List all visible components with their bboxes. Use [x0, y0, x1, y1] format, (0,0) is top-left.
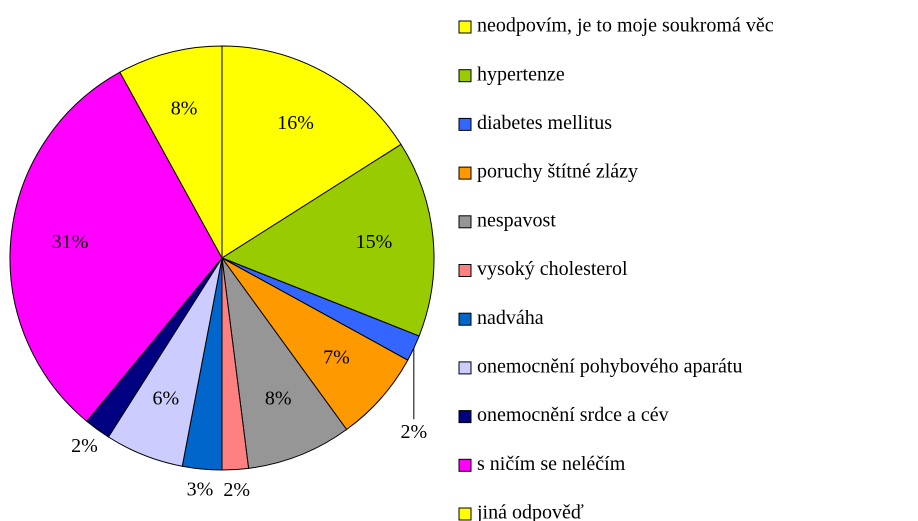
legend-label: neodpovím, je to moje soukromá věc [477, 15, 774, 37]
legend-swatch [458, 117, 472, 131]
legend-label: hypertenze [477, 63, 565, 85]
data-label: 3% [187, 479, 214, 501]
legend-label: onemocnění srdce a cév [477, 404, 669, 426]
legend-label: jiná odpověď [476, 502, 584, 521]
legend-label: s ničím se neléčím [477, 453, 626, 475]
data-label: 6% [152, 388, 179, 410]
pie-slice [220, 143, 435, 337]
legend-label: onemocnění pohybového aparátu [477, 355, 742, 377]
legend-swatch [458, 69, 472, 83]
data-label: 7% [323, 347, 350, 369]
legend-swatch [458, 166, 472, 180]
legend-swatch [458, 264, 472, 277]
legend-swatch [458, 458, 472, 472]
pie-slice [119, 45, 223, 259]
pie-slice [9, 71, 223, 423]
legend-swatch [458, 361, 472, 375]
legend-swatch [458, 20, 472, 34]
legend-label: nespavost [477, 209, 556, 231]
legend-swatch [458, 215, 472, 229]
data-label: 2% [71, 435, 98, 457]
legend-swatch [458, 507, 472, 521]
data-label: 2% [400, 421, 427, 443]
data-label: 31% [52, 231, 89, 253]
data-label: 16% [277, 112, 314, 134]
legend-label: vysoký cholesterol [477, 258, 628, 280]
legend-label: diabetes mellitus [477, 112, 612, 134]
data-label: 2% [223, 479, 250, 501]
legend-label: nadváha [477, 307, 544, 329]
pie-slice [221, 257, 348, 469]
data-label: 8% [171, 98, 198, 120]
data-label: 15% [356, 231, 393, 253]
pie-slice [221, 45, 402, 259]
legend-swatch [458, 312, 472, 326]
legend-label: poruchy štítné zlázy [477, 161, 638, 183]
data-label: 8% [265, 388, 292, 410]
legend-swatch [458, 410, 472, 424]
